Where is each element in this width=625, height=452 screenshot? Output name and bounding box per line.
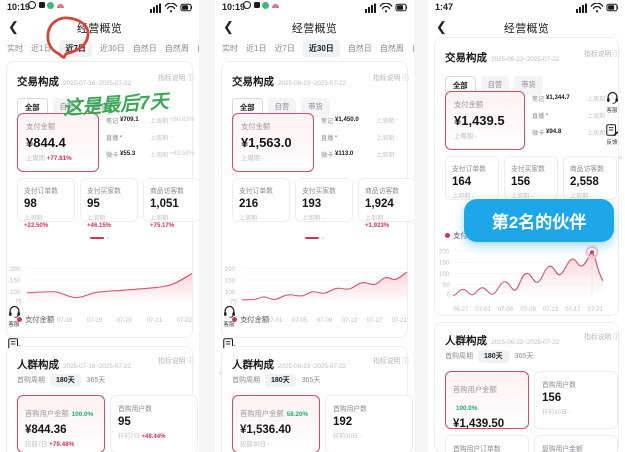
svg-text:150: 150 <box>439 261 450 267</box>
svg-text:50: 50 <box>443 283 450 289</box>
svg-text:150: 150 <box>10 279 21 285</box>
svg-text:200: 200 <box>225 267 236 273</box>
svg-text:200: 200 <box>10 267 21 273</box>
svg-text:100: 100 <box>225 290 236 296</box>
svg-text:100: 100 <box>10 290 21 296</box>
svg-text:100: 100 <box>439 272 450 278</box>
svg-text:150: 150 <box>225 279 236 285</box>
svg-text:200: 200 <box>439 250 450 256</box>
